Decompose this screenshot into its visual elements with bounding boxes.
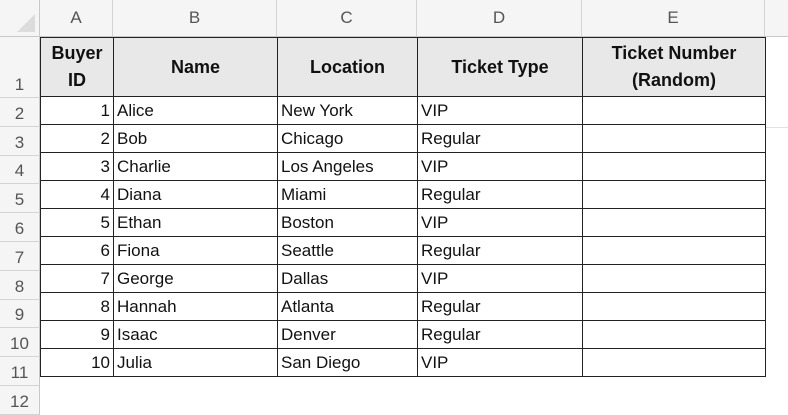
column-header-f[interactable] xyxy=(765,0,788,37)
cell-ticket-number[interactable] xyxy=(582,208,766,237)
cell-location[interactable]: San Diego xyxy=(277,348,418,377)
table-row: 10 Julia San Diego VIP xyxy=(40,348,766,377)
cell-buyer-id[interactable]: 3 xyxy=(40,152,114,181)
row-header-11[interactable]: 11 xyxy=(0,357,40,386)
cell-buyer-id[interactable]: 7 xyxy=(40,264,114,293)
cell-ticket-number[interactable] xyxy=(582,292,766,321)
cell-ticket-type[interactable]: VIP xyxy=(417,348,583,377)
cell-name[interactable]: Fiona xyxy=(113,236,278,265)
table-row: 6 Fiona Seattle Regular xyxy=(40,236,766,265)
column-header-a[interactable]: A xyxy=(40,0,113,37)
cell-buyer-id[interactable]: 6 xyxy=(40,236,114,265)
column-header-e[interactable]: E xyxy=(582,0,765,37)
cell-ticket-number[interactable] xyxy=(582,236,766,265)
cell-location[interactable]: Dallas xyxy=(277,264,418,293)
cell-ticket-type[interactable]: VIP xyxy=(417,152,583,181)
header-buyer-id[interactable]: Buyer ID xyxy=(40,37,114,97)
cell-location[interactable]: Chicago xyxy=(277,124,418,153)
cell-ticket-type[interactable]: VIP xyxy=(417,208,583,237)
cell-ticket-number[interactable] xyxy=(582,264,766,293)
cell-buyer-id[interactable]: 5 xyxy=(40,208,114,237)
header-ticket-number[interactable]: Ticket Number (Random) xyxy=(582,37,766,97)
row-header-9[interactable]: 9 xyxy=(0,299,40,329)
column-header-b[interactable]: B xyxy=(113,0,277,37)
table-row: 5 Ethan Boston VIP xyxy=(40,208,766,237)
row-header-4[interactable]: 4 xyxy=(0,155,40,185)
row-header-7[interactable]: 7 xyxy=(0,242,40,271)
table-row: 3 Charlie Los Angeles VIP xyxy=(40,152,766,181)
cell-ticket-type[interactable]: Regular xyxy=(417,124,583,153)
buyer-table: Buyer ID Name Location Ticket Type Ticke… xyxy=(40,37,766,377)
header-row: Buyer ID Name Location Ticket Type Ticke… xyxy=(40,37,766,97)
cell-ticket-type[interactable]: VIP xyxy=(417,96,583,125)
cell-buyer-id[interactable]: 10 xyxy=(40,348,114,377)
cell-location[interactable]: New York xyxy=(277,96,418,125)
cell-buyer-id[interactable]: 2 xyxy=(40,124,114,153)
cell-name[interactable]: Bob xyxy=(113,124,278,153)
table-row: 1 Alice New York VIP xyxy=(40,96,766,125)
cell-buyer-id[interactable]: 8 xyxy=(40,292,114,321)
row-header-1[interactable]: 1 xyxy=(0,37,40,98)
cell-name[interactable]: Ethan xyxy=(113,208,278,237)
table-row: 2 Bob Chicago Regular xyxy=(40,124,766,153)
cell-location[interactable]: Atlanta xyxy=(277,292,418,321)
cell-ticket-type[interactable]: Regular xyxy=(417,292,583,321)
cell-name[interactable]: Isaac xyxy=(113,320,278,349)
table-row: 8 Hannah Atlanta Regular xyxy=(40,292,766,321)
cell-location[interactable]: Los Angeles xyxy=(277,152,418,181)
column-header-c[interactable]: C xyxy=(277,0,417,37)
cell-ticket-number[interactable] xyxy=(582,180,766,209)
cell-location[interactable]: Boston xyxy=(277,208,418,237)
cell-ticket-number[interactable] xyxy=(582,152,766,181)
header-location[interactable]: Location xyxy=(277,37,418,97)
cell-location[interactable]: Miami xyxy=(277,180,418,209)
column-header-d[interactable]: D xyxy=(417,0,582,37)
row-header-5[interactable]: 5 xyxy=(0,184,40,214)
cell-ticket-type[interactable]: VIP xyxy=(417,264,583,293)
cell-name[interactable]: George xyxy=(113,264,278,293)
cell-buyer-id[interactable]: 1 xyxy=(40,96,114,125)
cell-ticket-type[interactable]: Regular xyxy=(417,236,583,265)
cell-ticket-number[interactable] xyxy=(582,320,766,349)
table-row: 9 Isaac Denver Regular xyxy=(40,320,766,349)
row-header-8[interactable]: 8 xyxy=(0,270,40,300)
cell-ticket-type[interactable]: Regular xyxy=(417,180,583,209)
row-header-12[interactable]: 12 xyxy=(0,386,40,415)
cell-name[interactable]: Julia xyxy=(113,348,278,377)
cell-name[interactable]: Hannah xyxy=(113,292,278,321)
cell-name[interactable]: Alice xyxy=(113,96,278,125)
row-header-10[interactable]: 10 xyxy=(0,328,40,358)
cell-name[interactable]: Charlie xyxy=(113,152,278,181)
cell-ticket-number[interactable] xyxy=(582,348,766,377)
table-row: 7 George Dallas VIP xyxy=(40,264,766,293)
cell-ticket-number[interactable] xyxy=(582,124,766,153)
cell-buyer-id[interactable]: 4 xyxy=(40,180,114,209)
header-ticket-type[interactable]: Ticket Type xyxy=(417,37,583,97)
row-header-6[interactable]: 6 xyxy=(0,213,40,242)
cell-ticket-number[interactable] xyxy=(582,96,766,125)
cell-buyer-id[interactable]: 9 xyxy=(40,320,114,349)
header-name[interactable]: Name xyxy=(113,37,278,97)
row-header-2[interactable]: 2 xyxy=(0,98,40,127)
cell-location[interactable]: Denver xyxy=(277,320,418,349)
row-header-3[interactable]: 3 xyxy=(0,126,40,156)
select-all-button[interactable] xyxy=(0,0,40,37)
table-row: 4 Diana Miami Regular xyxy=(40,180,766,209)
cell-name[interactable]: Diana xyxy=(113,180,278,209)
cell-location[interactable]: Seattle xyxy=(277,236,418,265)
cell-ticket-type[interactable]: Regular xyxy=(417,320,583,349)
